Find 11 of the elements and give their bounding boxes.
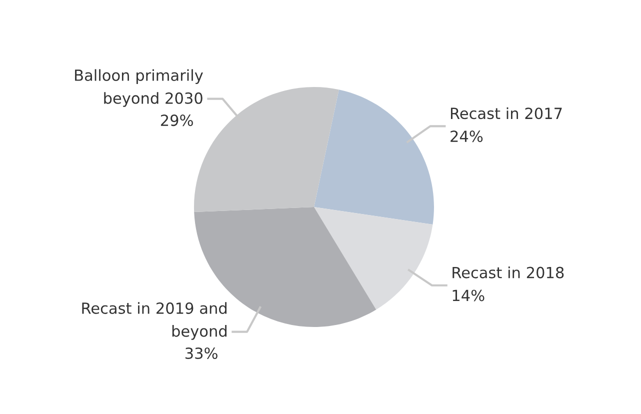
data-label: 33% (185, 347, 218, 360)
pie-slice (314, 207, 433, 310)
data-label: 24% (450, 130, 483, 142)
data-label: 14% (452, 290, 484, 302)
pie-slice (194, 207, 376, 327)
slice-label: Balloon primarily beyond 2030 (75, 69, 203, 107)
slice-label: Recast in 2018 (452, 266, 564, 278)
pie-slice (314, 90, 434, 225)
data-label: 29% (160, 114, 193, 126)
slice-label: Recast in 2019 and beyond (82, 302, 226, 340)
slice-label: Recast in 2017 (450, 107, 562, 120)
